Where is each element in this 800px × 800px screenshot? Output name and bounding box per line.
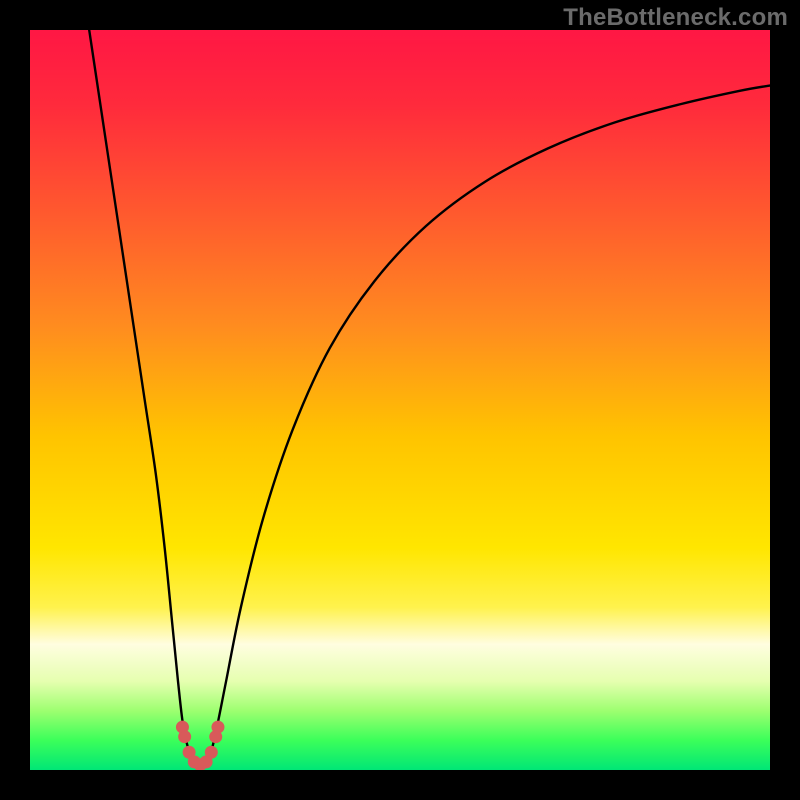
watermark-text: TheBottleneck.com: [563, 4, 788, 32]
marker-point: [212, 721, 224, 733]
plot-gradient-background: [30, 30, 770, 770]
chart-stage: TheBottleneck.com: [0, 0, 800, 800]
marker-point: [205, 746, 217, 758]
bottleneck-chart-svg: [0, 0, 800, 800]
marker-point: [179, 731, 191, 743]
